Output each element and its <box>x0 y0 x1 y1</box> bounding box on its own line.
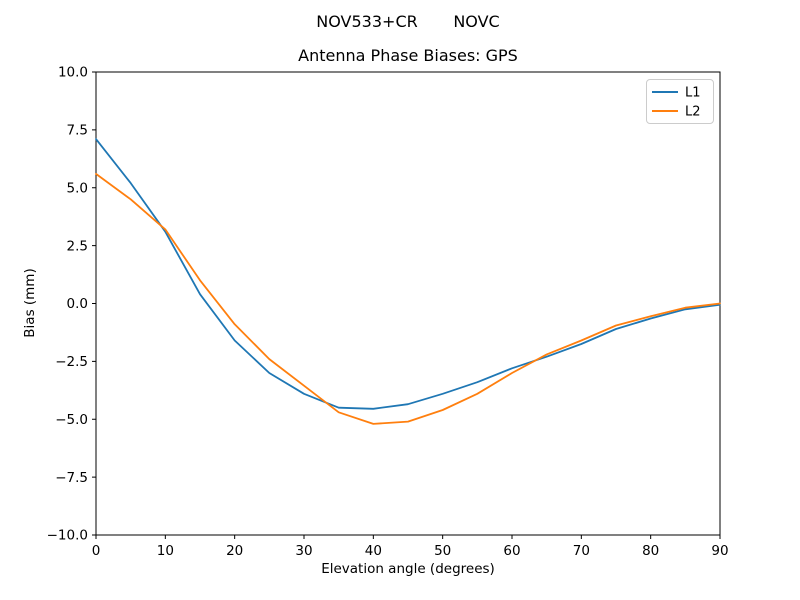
y-tick-label: 0.0 <box>67 296 88 312</box>
y-tick-label: −5.0 <box>55 412 88 428</box>
x-tick-label: 60 <box>503 543 520 559</box>
y-tick-label: −7.5 <box>55 470 88 486</box>
series-lines <box>95 138 721 425</box>
x-tick-label: 30 <box>295 543 312 559</box>
legend-label-l2: L2 <box>685 105 701 120</box>
y-tick-label: 2.5 <box>67 238 88 254</box>
x-tick-label: 90 <box>711 543 728 559</box>
series-line-l1 <box>95 138 721 410</box>
x-tick-label: 50 <box>434 543 451 559</box>
x-tick-label: 70 <box>573 543 590 559</box>
plot-border <box>95 71 721 536</box>
y-tick-label: 7.5 <box>67 123 88 139</box>
legend: L1 L2 <box>646 79 714 124</box>
x-tick-label: 40 <box>365 543 382 559</box>
y-tick-label: −2.5 <box>55 354 88 370</box>
x-tick-label: 0 <box>92 543 101 559</box>
y-axis-label: Bias (mm) <box>22 268 38 337</box>
legend-label-l1: L1 <box>685 86 701 101</box>
y-tick-label: −10.0 <box>47 528 88 544</box>
y-tick-label: 5.0 <box>67 180 88 196</box>
legend-entry-l1: L1 <box>652 86 701 101</box>
series-line-l2 <box>95 172 721 425</box>
x-axis-ticks: 0 10 20 30 40 50 60 70 80 90 <box>92 535 729 559</box>
x-tick-label: 80 <box>642 543 659 559</box>
legend-entry-l2: L2 <box>652 105 701 120</box>
x-tick-label: 10 <box>157 543 174 559</box>
y-tick-label: 10.0 <box>58 65 88 81</box>
y-axis-ticks: −10.0 −7.5 −5.0 −2.5 0.0 2.5 5.0 7.5 10.0 <box>47 65 96 544</box>
x-tick-label: 20 <box>226 543 243 559</box>
axes-title: Antenna Phase Biases: GPS <box>298 46 518 65</box>
legend-box <box>646 79 714 124</box>
figure-title: NOV533+CR NOVC <box>316 12 499 31</box>
x-axis-label: Elevation angle (degrees) <box>321 561 495 577</box>
